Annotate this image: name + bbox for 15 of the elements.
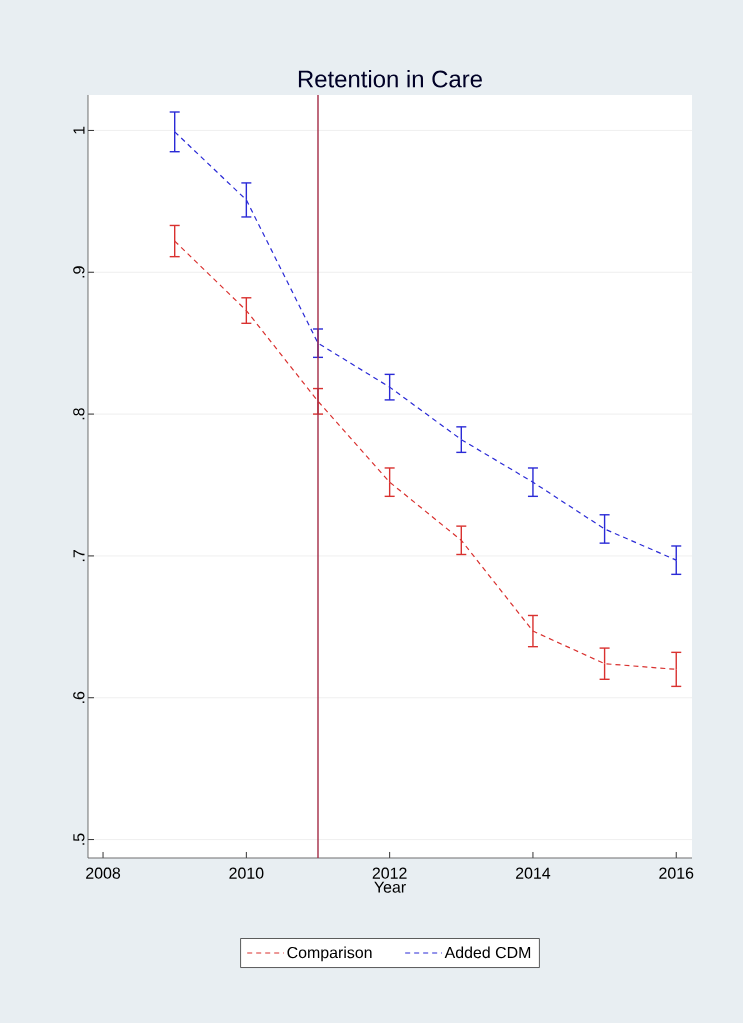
y-tick-label: .8 (73, 408, 85, 420)
x-tick-label: 2010 (229, 867, 264, 879)
y-tick-label: .5 (73, 833, 85, 845)
x-tick-label: 2014 (516, 867, 551, 879)
x-tick-label: 2016 (659, 867, 694, 879)
y-tick-label: 1 (73, 126, 85, 134)
x-tick-label: 2008 (86, 867, 121, 879)
y-tick-label: .9 (73, 266, 85, 278)
x-axis-title: Year (374, 881, 406, 893)
legend-label: Comparison (287, 946, 372, 962)
y-tick-label: .6 (73, 691, 85, 703)
chart-title: Retention in Care (298, 69, 482, 88)
x-tick-label: 2012 (372, 867, 407, 879)
y-tick-label: .7 (73, 550, 85, 562)
legend-label: Added CDM (444, 946, 531, 959)
